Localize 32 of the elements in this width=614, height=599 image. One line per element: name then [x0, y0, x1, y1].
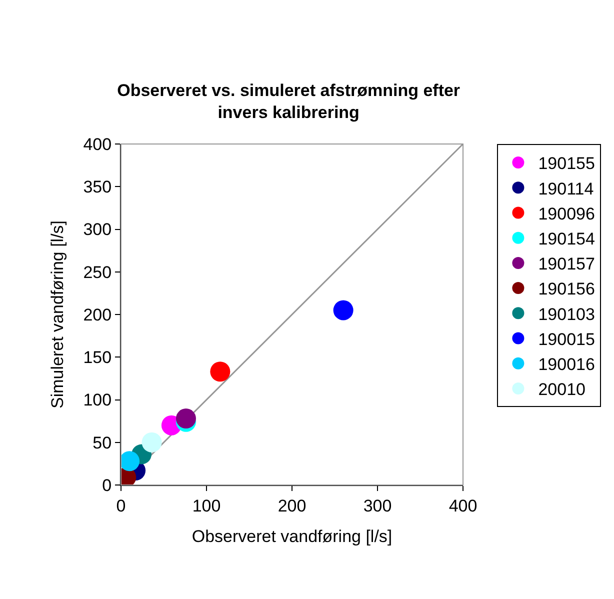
legend-label: 190156 [538, 280, 595, 299]
y-tick-label: 300 [83, 220, 112, 240]
legend-label: 190103 [538, 304, 595, 324]
legend-label: 190114 [538, 179, 594, 198]
legend-label: 190157 [538, 254, 595, 274]
y-tick-label: 150 [83, 348, 112, 368]
legend-label: 190015 [538, 330, 595, 349]
point [210, 362, 230, 382]
x-tick-label: 400 [448, 496, 478, 516]
y-tick-label: 250 [83, 262, 112, 282]
y-tick-label: 350 [83, 178, 112, 197]
y-axis-title: Simuleret vandføring [l/s] [48, 220, 67, 409]
legend-label: 190016 [538, 354, 595, 374]
y-tick-label: 0 [102, 476, 112, 495]
chart-title: Observeret vs. simuleret afstrømning efter invers kalibrering [117, 80, 460, 122]
y-tick-label: 100 [83, 390, 112, 410]
point [176, 408, 196, 428]
x-tick-label: 0 [116, 496, 126, 516]
x-tick-label: 100 [192, 496, 221, 516]
legend-label: 20010 [538, 380, 586, 400]
point [333, 300, 354, 320]
y-tick-label: 50 [92, 433, 112, 452]
legend-label: 190154 [538, 229, 595, 248]
point [121, 451, 140, 472]
y-tick-label: 200 [83, 305, 112, 324]
legend-label: 190155 [538, 154, 595, 174]
point [142, 432, 162, 452]
x-tick-label: 200 [278, 496, 306, 516]
legend-label: 190096 [538, 204, 595, 224]
x-tick-label: 300 [363, 496, 392, 516]
y-tick-label: 400 [83, 134, 112, 154]
x-axis-title: Observeret vandføring [l/s] [192, 526, 392, 546]
